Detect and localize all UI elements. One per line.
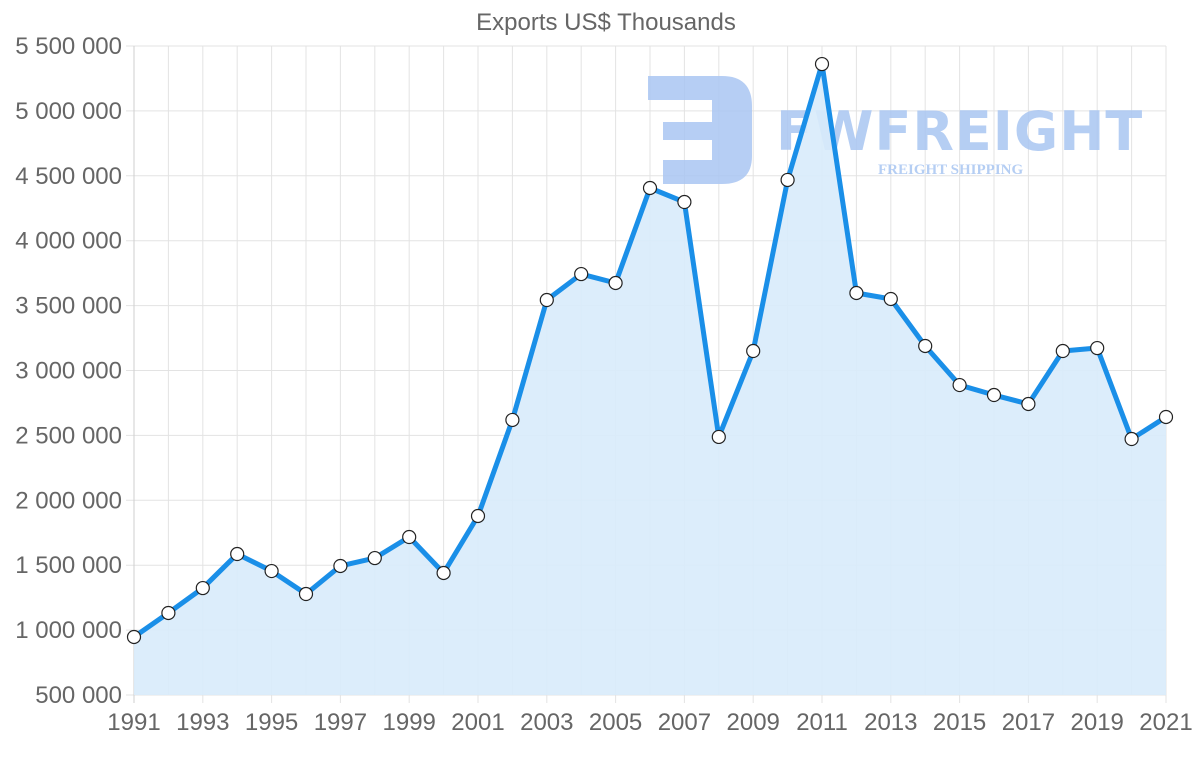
x-tick-label: 2005 [589,709,642,736]
x-tick-label: 2001 [451,709,504,736]
x-tick-label: 2017 [1002,709,1055,736]
fw-logo-icon [648,76,752,184]
x-tick-label: 1991 [107,709,160,736]
data-point[interactable]: 2011: 5361000 [814,56,830,72]
y-tick-label: 1 500 000 [15,552,122,579]
x-axis-labels: 1991 1993 1995 1997 1999 2001 2003 2005 2007 2009… [107,709,1192,736]
data-point[interactable]: 2015: 2888000 [952,377,967,393]
data-point[interactable]: 1993: 1324000 [195,580,210,596]
data-point[interactable]: 2013: 3551000 [883,291,898,307]
data-point[interactable]: 2007: 4298000 [677,194,692,210]
data-point[interactable]: 1992: 1132000 [161,605,176,621]
data-point[interactable]: 1999: 1717000 [402,529,417,545]
y-tick-label: 500 000 [35,682,122,709]
data-point[interactable]: 2018: 3150000 [1055,343,1070,359]
data-point[interactable]: 1997: 1494000 [333,558,348,574]
data-point[interactable]: 2004: 3743000 [574,266,589,282]
x-tick-label: 1995 [245,709,298,736]
y-tick-label: 3 500 000 [15,293,122,320]
data-point[interactable]: 2017: 2742000 [1021,396,1036,412]
y-tick-label: 4 000 000 [15,228,122,255]
x-tick-label: 2013 [864,709,917,736]
data-points: 1991: 947000 1992: 1132000 1993: 1324000 19… [126,56,1174,645]
data-point[interactable]: 2020: 2472000 [1124,431,1139,447]
watermark-tagline: FREIGHT SHIPPING [878,162,1023,178]
data-point[interactable]: 2016: 2811000 [986,387,1002,403]
chart-title: Exports US$ Thousands [476,9,736,36]
x-tick-label: 1993 [176,709,229,736]
data-point[interactable]: 2021: 2642000 [1158,409,1174,425]
y-axis-labels: 500 000 1 000 000 1 500 000 2 000 000 2 500 … [15,33,122,709]
x-tick-label: 1999 [383,709,436,736]
data-point[interactable]: 2014: 3189000 [918,338,933,354]
data-point[interactable]: 2008: 2488000 [711,429,726,445]
data-point[interactable]: 2002: 2619000 [505,412,520,428]
data-point[interactable]: 1998: 1555000 [367,550,382,566]
y-tick-label: 4 500 000 [15,163,122,190]
y-tick-label: 5 000 000 [15,98,122,125]
data-point[interactable]: 2012: 3597000 [849,285,864,301]
x-tick-label: 2009 [727,709,780,736]
data-point[interactable]: 2009: 3150000 [746,343,761,359]
data-point[interactable]: 1996: 1278000 [298,586,314,602]
x-tick-label: 1997 [314,709,367,736]
x-tick-label: 2021 [1139,709,1192,736]
watermark-logo: FWFREIGHT FREIGHT SHIPPING [648,76,1142,184]
data-point[interactable]: 2019: 3173000 [1090,340,1105,356]
x-tick-label: 2015 [933,709,986,736]
y-tick-label: 2 000 000 [15,487,122,514]
data-point[interactable]: 2010: 4468000 [780,172,795,188]
y-tick-label: 1 000 000 [15,617,122,644]
data-point[interactable]: 1994: 1586000 [230,546,245,562]
data-point[interactable]: 1995: 1455000 [264,563,279,579]
data-point[interactable]: 2001: 1879000 [470,508,486,524]
x-tick-label: 2007 [658,709,711,736]
series-area-fill [134,64,1166,696]
y-tick-label: 2 500 000 [15,422,122,449]
data-point[interactable]: 2003: 3543000 [539,292,554,308]
x-tick-label: 2011 [796,709,848,736]
x-tick-label: 2003 [520,709,573,736]
data-point[interactable]: 2005: 3674000 [608,275,623,291]
data-point[interactable]: 2006: 4406000 [642,180,658,196]
data-point[interactable]: 1991: 947000 [126,629,142,645]
y-tick-label: 3 000 000 [15,358,122,385]
y-tick-label: 5 500 000 [15,33,122,60]
x-tick-label: 2019 [1071,709,1124,736]
